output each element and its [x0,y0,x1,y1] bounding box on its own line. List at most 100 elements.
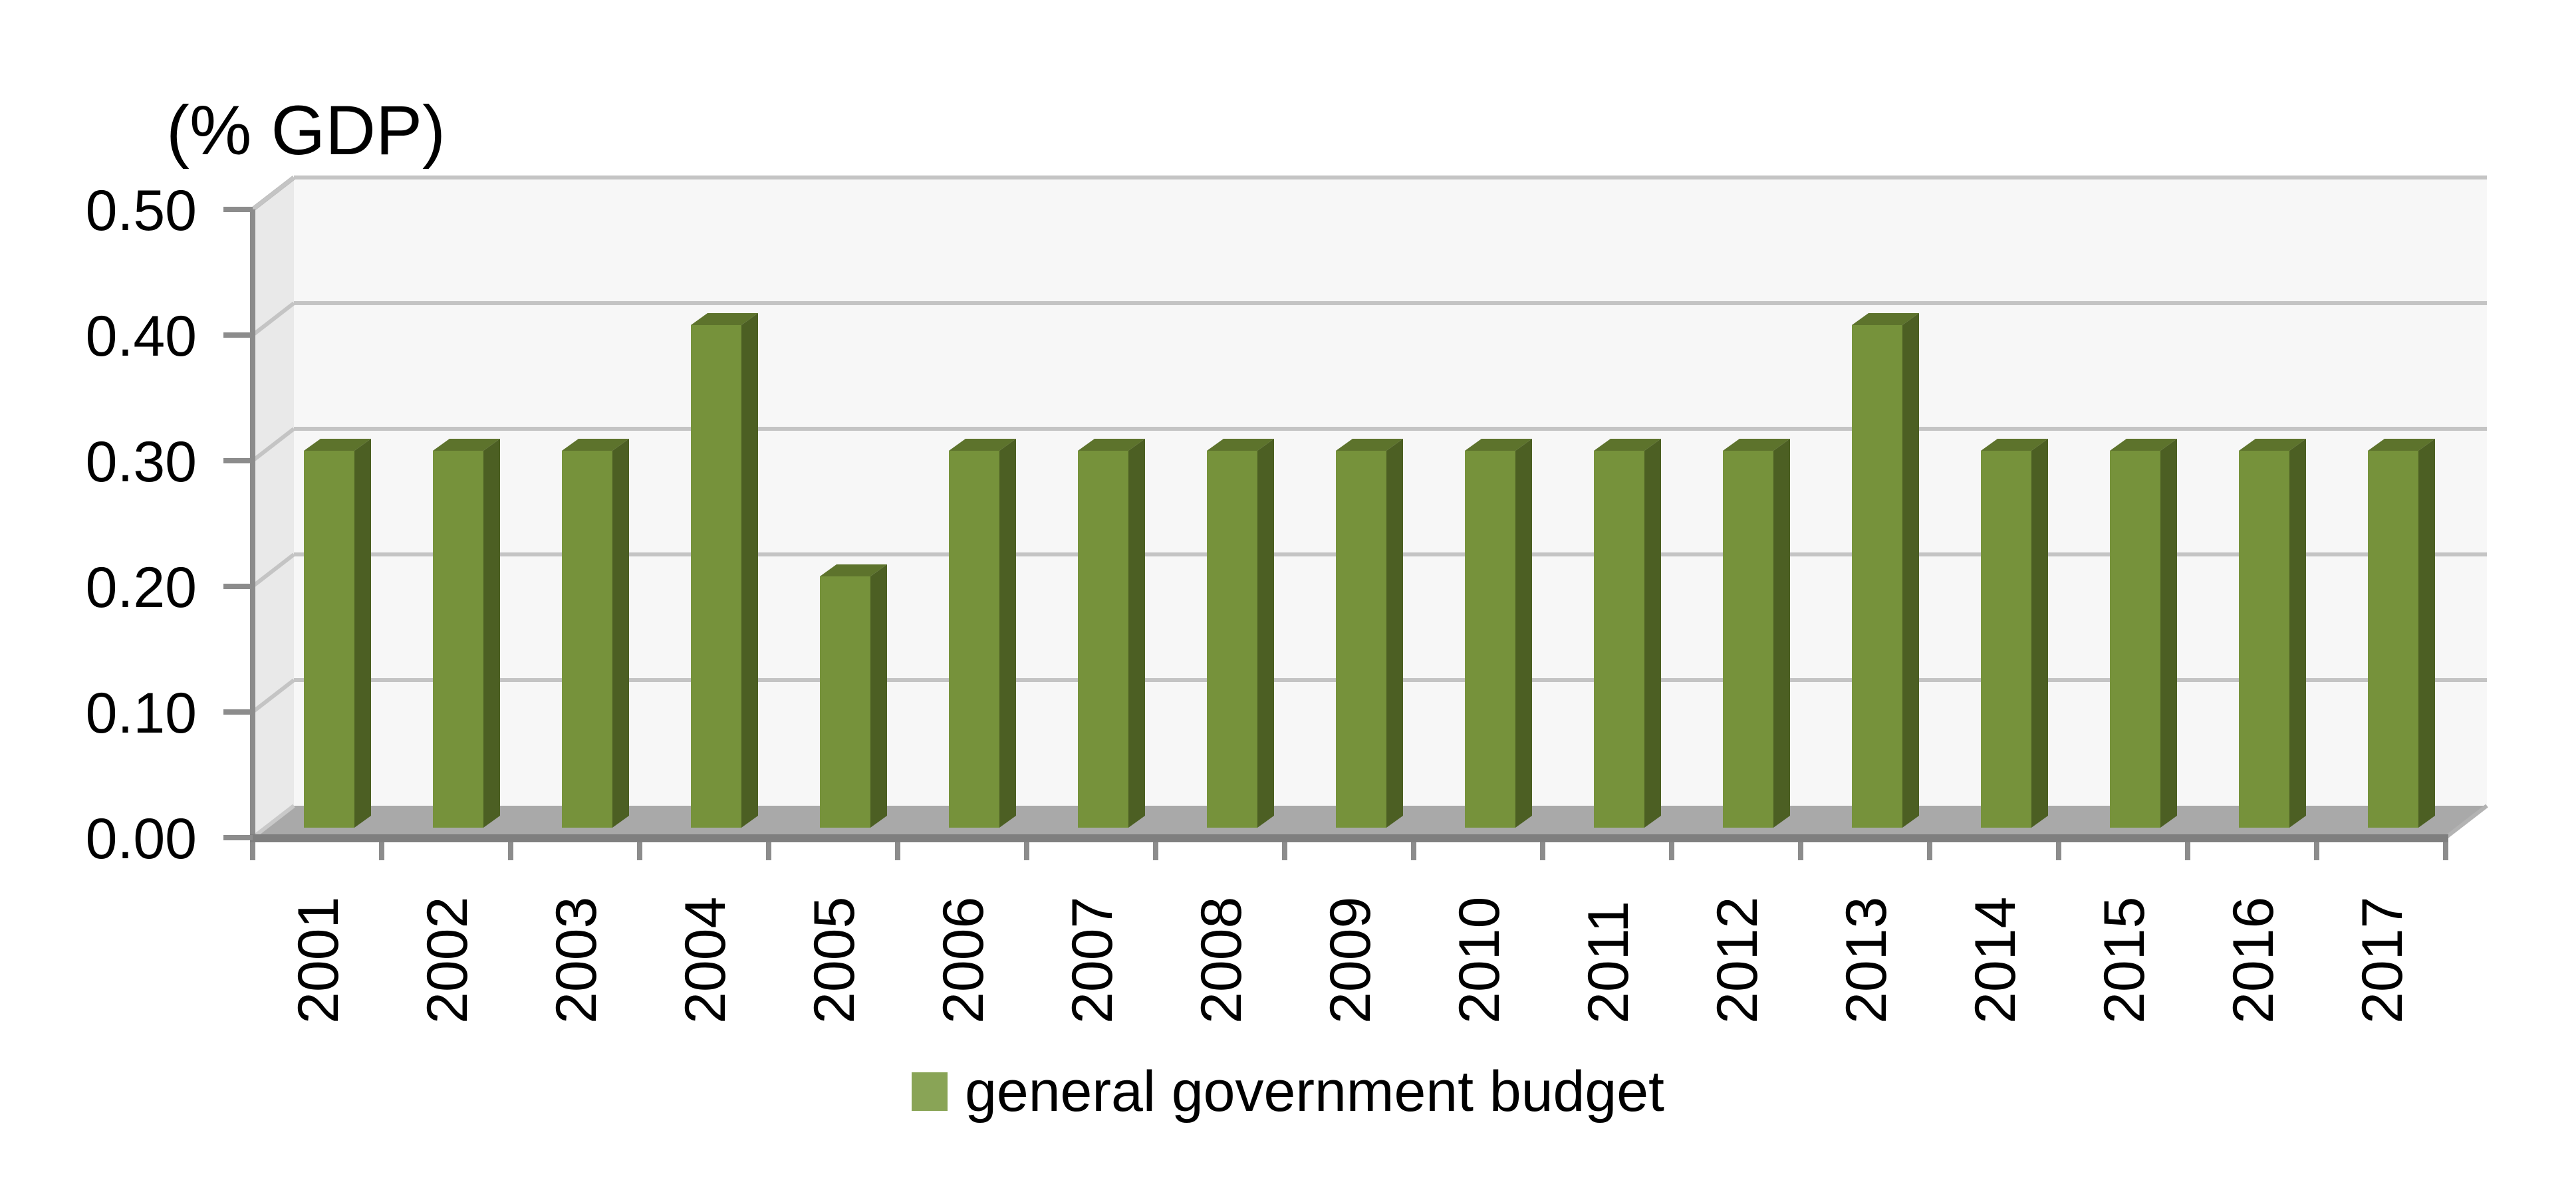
bar-side-face [1644,439,1661,828]
bar-2007 [1078,439,1145,828]
bar-2014 [1981,439,2048,828]
bar-front-face [949,451,999,828]
bar-side-face [999,439,1016,828]
bar-2010 [1465,439,1532,828]
x-tick-label-2001: 2001 [287,897,350,1024]
bar-side-face [2289,439,2306,828]
x-tick-label-2011: 2011 [1577,901,1640,1024]
bar-2004 [691,313,758,828]
gridline-stub-0.40 [251,301,295,337]
bar-top-face [2368,439,2435,451]
bar-side-face [2160,439,2177,828]
bar-top-face [1981,439,2048,451]
bar-2006 [949,439,1016,828]
bar-front-face [1723,451,1773,828]
y-tick-label-0.20: 0.20 [86,556,197,620]
gridline-stub-0.10 [251,678,295,714]
bar-2012 [1723,439,1790,828]
bar-2008 [1207,439,1274,828]
bar-top-face [1723,439,1790,451]
x-tick-label-2005: 2005 [803,897,866,1024]
bar-front-face [2110,451,2160,828]
bar-top-face [2239,439,2306,451]
bar-2005 [820,564,887,828]
bar-front-face [433,451,483,828]
bar-side-face [1257,439,1274,828]
gridline-stub-0.20 [251,552,295,588]
bar-top-face [433,439,500,451]
bar-top-face [949,439,1016,451]
bar-front-face [2239,451,2289,828]
x-tick-label-2016: 2016 [2222,897,2285,1024]
bar-front-face [562,451,612,828]
bar-top-face [691,313,758,325]
bar-2017 [2368,439,2435,828]
axis-labels: 0.00 0.10 0.20 0.30 0.40 0.50 2001 2002 2003 2004… [86,179,2414,1024]
y-tick-label-0.10: 0.10 [86,681,197,745]
x-tick-label-2003: 2003 [545,897,608,1024]
x-tick-label-2012: 2012 [1706,897,1769,1024]
x-tick-label-2014: 2014 [1964,897,2027,1024]
legend-marker-swatch [912,1072,948,1111]
bar-2013 [1852,313,1919,828]
bar-front-face [691,325,741,828]
bar-side-face [870,564,887,828]
bar-top-face [1465,439,1532,451]
bar-front-face [1465,451,1515,828]
bar-top-face [1336,439,1403,451]
y-tick-label-0.40: 0.40 [86,304,197,368]
bar-top-face [2110,439,2177,451]
bar-front-face [820,576,870,828]
x-tick-label-2004: 2004 [674,897,737,1024]
x-tick-label-2002: 2002 [416,897,479,1024]
floor-right-edge [2444,804,2488,840]
bar-series [304,313,2435,828]
x-tick-label-2017: 2017 [2351,897,2414,1024]
gridline-stub-0.30 [251,427,295,463]
x-tick-label-2013: 2013 [1835,897,1898,1024]
bar-top-face [1594,439,1661,451]
x-tick-label-2009: 2009 [1319,897,1382,1024]
x-tick-label-2008: 2008 [1190,897,1253,1024]
bar-front-face [1594,451,1644,828]
bar-front-face [2368,451,2418,828]
x-tick-label-2010: 2010 [1448,897,1511,1024]
x-tick-label-2006: 2006 [932,897,995,1024]
legend: general government budget [0,1050,2576,1133]
bar-front-face [1207,451,1257,828]
bar-top-face [1207,439,1274,451]
bar-side-face [1515,439,1532,828]
bar-front-face [1981,451,2031,828]
bar-front-face [1852,325,1902,828]
bar-side-face [1386,439,1403,828]
bar-top-face [562,439,629,451]
y-tick-label-0.30: 0.30 [86,430,197,494]
bar-top-face [1078,439,1145,451]
bar-top-face [820,564,887,576]
axes [223,207,2448,860]
gridline-stub-0.50 [251,176,295,211]
bar-front-face [1336,451,1386,828]
bar-side-face [741,313,758,828]
plot-left-wall [253,178,294,838]
y-tick-label-0.00: 0.00 [86,807,197,871]
bar-2003 [562,439,629,828]
legend-label: general government budget [965,1060,1664,1124]
bar-front-face [1078,451,1128,828]
bar-2001 [304,439,371,828]
y-tick-label-0.50: 0.50 [86,179,197,243]
bar-2009 [1336,439,1403,828]
bar-side-face [612,439,629,828]
bar-side-face [2418,439,2435,828]
bar-2016 [2239,439,2306,828]
bar-2002 [433,439,500,828]
floor-left-edge [251,804,295,840]
bar-side-face [1773,439,1790,828]
bar-side-face [1902,313,1919,828]
bar-side-face [2031,439,2048,828]
bar-2015 [2110,439,2177,828]
bar-top-face [304,439,371,451]
x-tick-label-2015: 2015 [2093,897,2156,1024]
